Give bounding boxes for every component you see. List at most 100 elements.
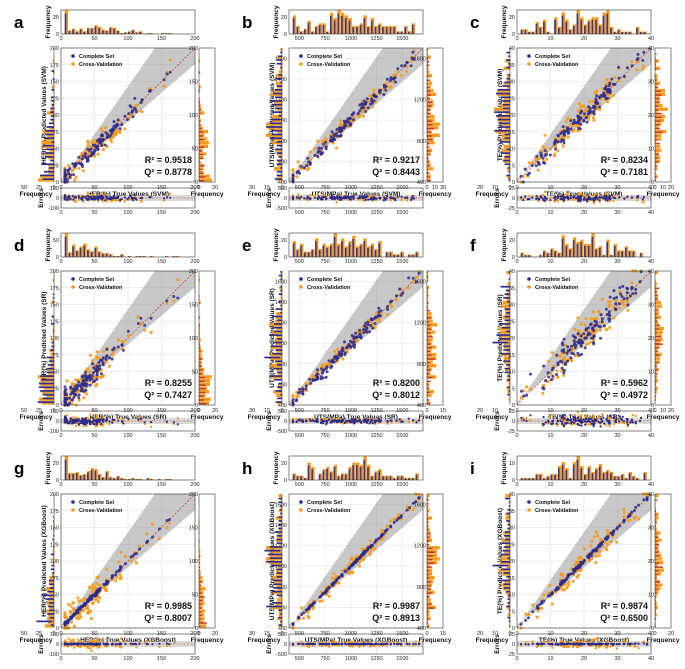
err-point-cv: [592, 414, 595, 417]
left-hist-bar-complete: [508, 278, 510, 281]
complete-point: [365, 330, 369, 334]
cv-point: [553, 145, 558, 149]
left-hist-bar-complete: [504, 371, 510, 374]
right-hist-bar-cv: [427, 352, 437, 357]
top-hist-bar-complete: [318, 250, 321, 257]
top-hist-bar-complete: [101, 30, 104, 34]
right-hist-bar-complete: [655, 79, 657, 81]
left-hist-bar-complete: [506, 77, 510, 80]
right-hist-bar-complete: [199, 399, 205, 401]
complete-point: [92, 366, 96, 370]
right-hist-bar-cv: [655, 378, 658, 383]
top-hist-bar-complete: [75, 31, 78, 34]
left-hist-label: Frequency: [248, 191, 281, 198]
legend-complete-label: Complete Set: [307, 54, 342, 60]
right-hist-bar-complete: [655, 161, 659, 163]
right-hist-bar-complete: [427, 79, 431, 81]
err-point-complete: [386, 420, 389, 423]
x-axis-label: UTS(MPa) True Values (SR): [314, 414, 398, 421]
left-hist-bar-complete: [40, 390, 54, 392]
right-hist-bar-complete: [199, 365, 202, 368]
left-hist-bar-cv: [272, 115, 282, 119]
complete-point: [114, 123, 118, 127]
complete-point: [68, 176, 72, 179]
complete-point: [330, 130, 334, 134]
axes-frame: [288, 47, 424, 183]
complete-point: [614, 302, 618, 306]
left-hist-bar-cv: [52, 334, 54, 338]
complete-point: [109, 133, 113, 137]
complete-point: [371, 326, 375, 330]
cv-point: [136, 315, 140, 319]
complete-point: [110, 131, 114, 135]
left-hist-bar-complete: [37, 401, 54, 403]
top-hist-bar-complete: [105, 30, 108, 34]
top-hist-x-tick: 0: [515, 36, 518, 42]
err-point-complete: [379, 420, 382, 423]
right-hist-bar-cv: [199, 129, 209, 134]
complete-point: [100, 144, 104, 148]
top-hist-x-tick: 1250: [370, 36, 382, 42]
right-hist-bar-complete: [655, 302, 657, 304]
complete-point: [543, 149, 547, 153]
err-point-complete: [587, 418, 590, 421]
axes-frame: [60, 270, 196, 406]
err-point-cv: [551, 414, 554, 417]
err-point-complete: [66, 419, 69, 423]
err-y-tick: 0: [56, 419, 59, 425]
scatter-plot: 0501001502000255075100125150175200HER(%)…: [41, 269, 200, 421]
err-point-complete: [72, 419, 76, 422]
top-hist-bar-complete: [135, 32, 138, 34]
cv-point: [589, 317, 593, 321]
err-point-complete: [630, 196, 634, 199]
cv-point: [524, 385, 529, 389]
right-hist-bar-complete: [199, 395, 205, 397]
right-hist-bar-complete: [199, 350, 201, 353]
cv-point: [528, 387, 533, 391]
right-hist-bar-cv: [427, 300, 429, 305]
err-point-complete: [555, 416, 559, 419]
complete-point: [373, 316, 376, 320]
err-frame: [516, 187, 652, 209]
right-hist-bar-cv: [427, 393, 432, 398]
cv-point: [167, 521, 171, 525]
top-hist-bar-complete: [587, 245, 590, 257]
right-hist-bar-cv: [655, 155, 661, 160]
right-hist-bar-cv: [655, 300, 661, 305]
right-hist-frame: [198, 270, 216, 406]
right-hist-bar-complete: [655, 139, 658, 141]
complete-point: [104, 131, 108, 135]
right-hist-bar-complete: [199, 153, 203, 156]
right-hist-y-tick: 0: [195, 403, 198, 409]
complete-point: [345, 345, 349, 349]
q2-metric: Q² = 0.8778: [144, 167, 192, 177]
panel-c: c0102030400510152025303540TE(%) True Val…: [470, 5, 680, 216]
top-hist-bar-complete: [135, 256, 138, 257]
top-hist-bar-complete: [624, 247, 627, 257]
err-point-cv: [149, 425, 153, 428]
top-hist-bar-complete: [109, 27, 112, 34]
err-point-complete: [535, 195, 538, 198]
y-tick-label: 50: [53, 370, 59, 376]
complete-point: [395, 294, 398, 298]
err-point-complete: [395, 419, 398, 422]
left-hist-bar-complete: [274, 96, 282, 99]
cv-point: [291, 168, 295, 172]
left-hist-tick: 50: [21, 185, 27, 191]
err-point-cv: [341, 422, 345, 425]
complete-point: [585, 336, 589, 340]
err-point-complete: [577, 197, 580, 200]
left-hist-bar-cv: [273, 390, 282, 394]
err-point-complete: [324, 195, 327, 198]
complete-point: [383, 85, 386, 89]
panel-letter: b: [242, 13, 252, 32]
top-hist-frame: [60, 232, 196, 258]
complete-point: [358, 328, 362, 332]
err-x-tick: 40: [648, 210, 654, 216]
err-point-cv: [545, 199, 548, 202]
right-hist-bar-complete: [199, 373, 203, 375]
complete-point: [384, 88, 388, 92]
complete-point: [377, 310, 381, 314]
err-point-cv: [176, 417, 179, 420]
complete-point: [634, 287, 638, 291]
